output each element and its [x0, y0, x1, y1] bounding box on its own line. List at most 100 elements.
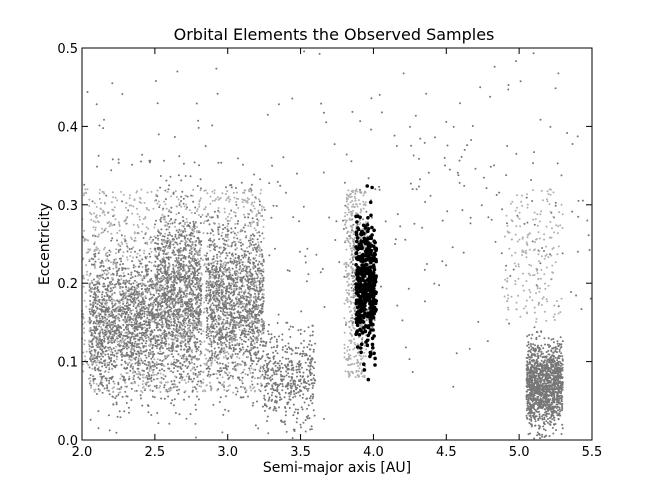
data-point	[247, 278, 250, 281]
data-point	[173, 246, 176, 249]
data-point	[111, 341, 114, 344]
data-point	[89, 272, 92, 275]
data-point	[93, 299, 96, 302]
data-point	[218, 351, 221, 353]
data-point	[281, 375, 284, 378]
data-point	[148, 252, 151, 255]
data-point	[154, 236, 157, 239]
data-point	[122, 312, 125, 315]
data-point	[148, 260, 151, 263]
data-point	[309, 428, 312, 431]
data-point	[310, 378, 313, 381]
data-point	[302, 371, 305, 374]
data-point	[371, 326, 374, 329]
data-point	[131, 293, 134, 296]
data-point	[217, 270, 220, 273]
data-point	[216, 262, 219, 265]
data-point	[243, 340, 246, 343]
data-point	[261, 324, 264, 327]
data-point	[143, 315, 146, 318]
data-point	[133, 294, 136, 297]
data-point	[92, 258, 95, 261]
data-point	[93, 354, 96, 357]
data-point	[163, 384, 166, 387]
data-point	[288, 398, 291, 401]
data-point	[228, 376, 231, 379]
data-point	[142, 346, 145, 349]
data-point	[264, 373, 267, 376]
data-point	[270, 346, 273, 349]
data-point	[101, 317, 104, 320]
data-point	[257, 427, 260, 430]
data-point	[138, 249, 141, 252]
data-point	[222, 228, 225, 231]
data-point	[126, 395, 129, 398]
data-point	[93, 253, 96, 256]
data-point	[165, 303, 168, 306]
data-point	[308, 348, 311, 351]
data-point	[121, 395, 124, 398]
data-point	[200, 240, 203, 243]
data-point	[150, 277, 153, 280]
data-point	[195, 326, 198, 329]
data-point	[117, 349, 120, 352]
data-point	[311, 387, 314, 389]
data-point	[231, 325, 234, 328]
data-point	[115, 431, 118, 434]
data-point	[152, 287, 155, 290]
data-point	[191, 316, 194, 319]
data-point	[311, 382, 314, 385]
data-point	[118, 410, 121, 413]
data-point	[88, 382, 91, 385]
data-point	[253, 332, 256, 335]
data-point	[223, 239, 226, 242]
data-point	[99, 348, 102, 350]
data-point	[252, 347, 255, 350]
data-point	[263, 386, 266, 388]
data-point	[127, 336, 130, 339]
data-point	[242, 226, 245, 229]
data-point	[241, 309, 244, 312]
data-point	[189, 335, 192, 338]
data-point	[188, 274, 191, 277]
data-point	[273, 346, 275, 349]
data-point	[184, 175, 187, 177]
data-point	[122, 279, 125, 282]
data-point	[181, 324, 184, 327]
data-point	[181, 364, 184, 367]
data-point	[97, 351, 99, 354]
data-point	[312, 384, 315, 387]
data-point	[212, 373, 215, 376]
data-point	[230, 307, 233, 310]
data-point	[106, 338, 109, 341]
data-point	[247, 239, 250, 242]
data-point	[157, 422, 160, 425]
data-point	[167, 395, 170, 398]
data-point	[267, 392, 269, 395]
data-point	[261, 283, 264, 286]
data-point	[200, 299, 202, 302]
data-point	[311, 397, 314, 400]
data-point	[222, 242, 225, 245]
data-point	[117, 329, 120, 332]
data-point	[164, 265, 167, 268]
data-point	[99, 382, 102, 385]
data-point	[95, 393, 98, 395]
data-point	[96, 355, 99, 358]
data-point	[143, 312, 146, 315]
data-point	[122, 302, 125, 305]
data-point	[148, 324, 151, 327]
data-point	[156, 343, 159, 346]
data-point	[309, 362, 312, 365]
data-point	[140, 359, 143, 362]
data-point	[122, 263, 124, 265]
data-point	[235, 266, 238, 269]
data-point	[260, 262, 263, 265]
data-point	[163, 369, 166, 372]
data-point	[205, 299, 208, 302]
data-point	[154, 260, 157, 263]
data-point	[157, 363, 160, 366]
data-point	[170, 353, 173, 356]
data-point	[157, 352, 160, 355]
data-point	[120, 260, 123, 263]
